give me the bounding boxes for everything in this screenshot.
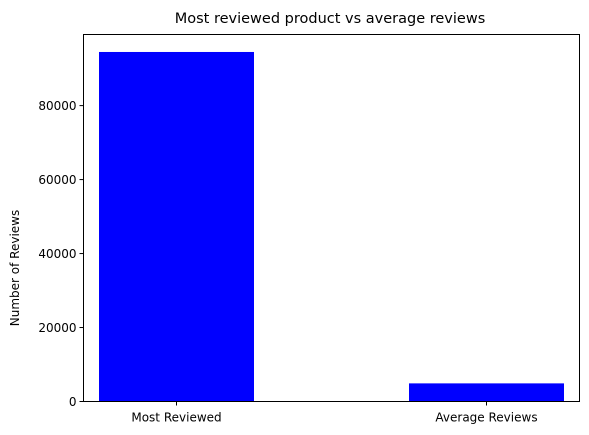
y-tick-label: 0	[69, 395, 77, 409]
y-tick-label: 20000	[38, 321, 76, 335]
y-tick-label: 80000	[38, 99, 76, 113]
plot-frame	[83, 34, 580, 402]
bar	[409, 383, 564, 402]
plot-area: Most Reviewed Average Reviews 0 20000 40000 6…	[38, 51, 564, 425]
chart-title: Most reviewed product vs average reviews	[175, 11, 486, 27]
y-tick-label: 40000	[38, 247, 76, 261]
y-tick-label: 60000	[38, 173, 76, 187]
x-tick-label: Most Reviewed	[131, 411, 221, 425]
y-axis-label: Number of Reviews	[8, 210, 22, 326]
x-tick-label: Average Reviews	[435, 411, 537, 425]
bar	[99, 51, 254, 402]
